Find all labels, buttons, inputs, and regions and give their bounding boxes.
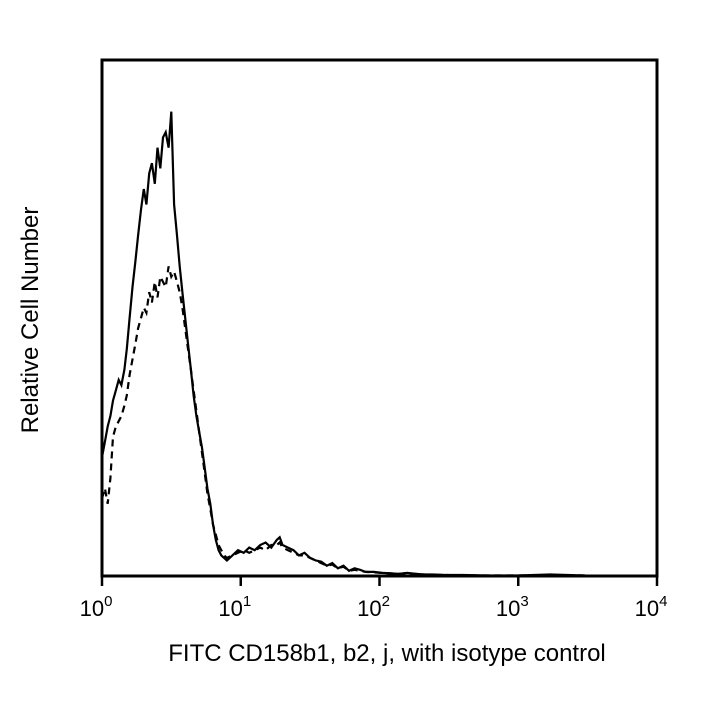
y-axis-title: Relative Cell Number xyxy=(17,207,44,434)
series-line-isotype-control xyxy=(100,266,658,578)
x-tick-label: 102 xyxy=(357,593,390,621)
x-tick-label: 104 xyxy=(635,593,668,621)
x-tick-label: 101 xyxy=(218,593,251,621)
x-tick-label: 100 xyxy=(80,593,113,621)
x-axis-title: FITC CD158b1, b2, j, with isotype contro… xyxy=(168,640,606,667)
x-tick-label: 103 xyxy=(496,593,529,621)
x-ticks: 100 101 102 103 104 xyxy=(80,576,668,621)
series-layer xyxy=(100,111,658,578)
series-line-cd158 xyxy=(100,111,658,578)
